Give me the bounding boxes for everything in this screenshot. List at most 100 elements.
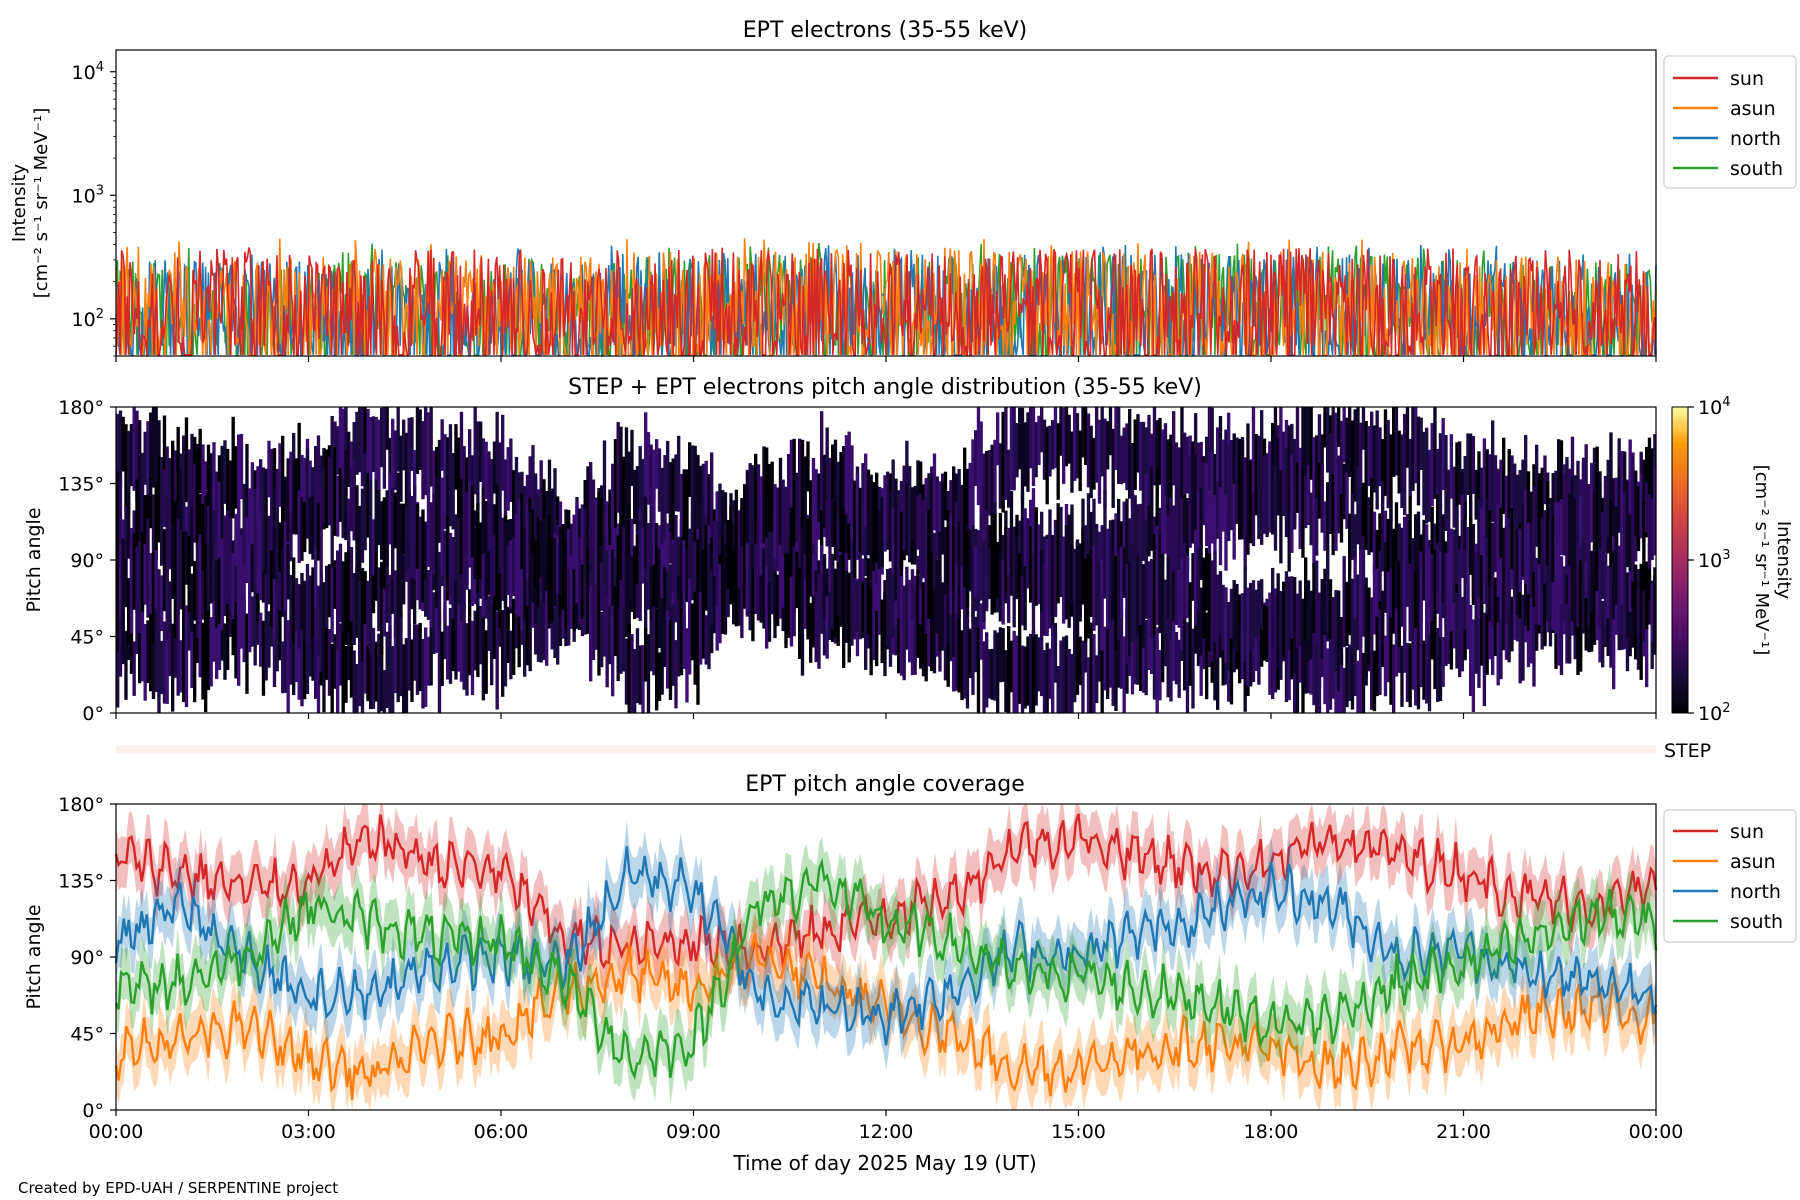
heatmap-cell: [1598, 537, 1602, 631]
heatmap-cell: [355, 566, 359, 638]
heatmap-cell: [927, 473, 931, 531]
heatmap-cell: [272, 559, 277, 641]
heatmap-cell: [151, 407, 156, 488]
heatmap-cell: [1040, 511, 1044, 582]
heatmap-cell: [850, 594, 854, 646]
heatmap-cell: [1130, 443, 1135, 509]
heatmap-cell: [952, 632, 956, 692]
heatmap-cell: [569, 555, 574, 629]
heatmap-cell: [1482, 612, 1487, 707]
heatmap-cell: [1315, 560, 1319, 646]
heatmap-cell: [663, 566, 667, 626]
heatmap-cell: [204, 610, 208, 713]
heatmap-cell: [679, 473, 684, 538]
heatmap-cell: [792, 498, 796, 563]
heatmap-cell: [817, 473, 821, 522]
heatmap-cell: [1100, 640, 1104, 713]
heatmap-cell: [1185, 436, 1190, 494]
heatmap-cell: [864, 577, 868, 670]
heatmap-cell: [1526, 522, 1531, 595]
heatmap-cell: [338, 407, 343, 489]
heatmap-cell: [1111, 428, 1115, 508]
heatmap-cell: [201, 622, 205, 700]
heatmap-cell: [1218, 571, 1223, 636]
heatmap-cell: [655, 608, 659, 711]
heatmap-cell: [822, 557, 827, 619]
heatmap-cell: [371, 416, 376, 472]
heatmap-cell: [234, 513, 238, 566]
heatmap-cell: [198, 534, 202, 633]
heatmap-cell: [781, 548, 785, 608]
heatmap-cell: [583, 582, 587, 633]
heatmap-cell: [1592, 447, 1597, 531]
heatmap-cell: [1499, 577, 1503, 680]
heatmap-cell: [1337, 407, 1341, 447]
panel1-legend[interactable]: sun asun north south: [1663, 55, 1797, 189]
heatmap-cell: [371, 519, 376, 576]
heatmap-cell: [421, 638, 425, 709]
heatmap-cell: [1262, 455, 1267, 534]
heatmap-cell: [696, 454, 700, 529]
heatmap-cell: [759, 476, 763, 576]
heatmap-cell: [1447, 519, 1451, 585]
heatmap-cell: [157, 613, 161, 713]
heatmap-cell: [803, 523, 807, 593]
heatmap-cell: [514, 513, 519, 615]
heatmap-cell: [1067, 414, 1071, 464]
heatmap-cell: [1199, 587, 1203, 656]
heatmap-cell: [1125, 564, 1129, 664]
heatmap-cell: [1249, 460, 1253, 544]
heatmap-cell: [396, 609, 400, 703]
heatmap-cell: [1059, 506, 1063, 597]
heatmap-cell: [811, 458, 816, 545]
heatmap-cell: [1548, 504, 1553, 581]
heatmap-cell: [721, 536, 725, 634]
heatmap-cell: [985, 517, 989, 608]
heatmap-cell: [1128, 561, 1132, 657]
coverage-line-south: [114, 857, 1658, 1081]
heatmap-cell: [671, 604, 675, 686]
heatmap-cell: [1012, 526, 1016, 589]
heatmap-cell: [330, 470, 334, 568]
heatmap-cell: [1172, 505, 1176, 598]
heatmap-cell: [360, 407, 365, 487]
heatmap-cell: [1029, 407, 1033, 469]
heatmap-cell: [121, 416, 125, 472]
heatmap-cell: [1067, 649, 1071, 713]
heatmap-cell: [1227, 444, 1231, 542]
heatmap-cell: [1392, 532, 1396, 634]
panel-pitch-angle-distribution: STEP + EPT electrons pitch angle distrib…: [23, 375, 1794, 762]
heatmap-cell: [971, 604, 975, 695]
heatmap-cell: [509, 540, 513, 609]
heatmap-cell: [457, 437, 461, 523]
heatmap-cell: [1224, 494, 1228, 571]
heatmap-cell: [479, 421, 483, 482]
heatmap-cell: [443, 434, 447, 530]
heatmap-cell: [278, 599, 282, 661]
heatmap-cell: [1073, 548, 1077, 625]
heatmap-cell: [899, 576, 904, 676]
heatmap-cell: [1213, 494, 1217, 580]
heatmap-cell: [1491, 420, 1495, 522]
heatmap-cell: [1422, 640, 1426, 700]
heatmap-cell: [124, 558, 128, 608]
heatmap-cell: [938, 576, 942, 651]
heatmap-cell: [160, 640, 164, 695]
heatmap-cell: [179, 640, 183, 693]
heatmap-cell: [748, 463, 752, 560]
heatmap-cell: [1334, 412, 1338, 500]
heatmap-cell: [523, 486, 527, 561]
heatmap-cell: [542, 519, 546, 603]
heatmap-cell: [300, 615, 304, 707]
heatmap-cell: [297, 422, 301, 521]
heatmap-cell: [1221, 633, 1225, 686]
heatmap-cell: [908, 579, 912, 663]
heatmap-cell: [641, 645, 645, 713]
heatmap-cell: [132, 641, 136, 696]
heatmap-cell: [613, 586, 618, 656]
legend-south-label: south: [1730, 158, 1783, 180]
heatmap-cell: [303, 457, 307, 545]
heatmap-cell: [897, 582, 901, 674]
heatmap-cell: [289, 574, 293, 650]
panel3-legend[interactable]: sun asun north south: [1663, 809, 1797, 943]
